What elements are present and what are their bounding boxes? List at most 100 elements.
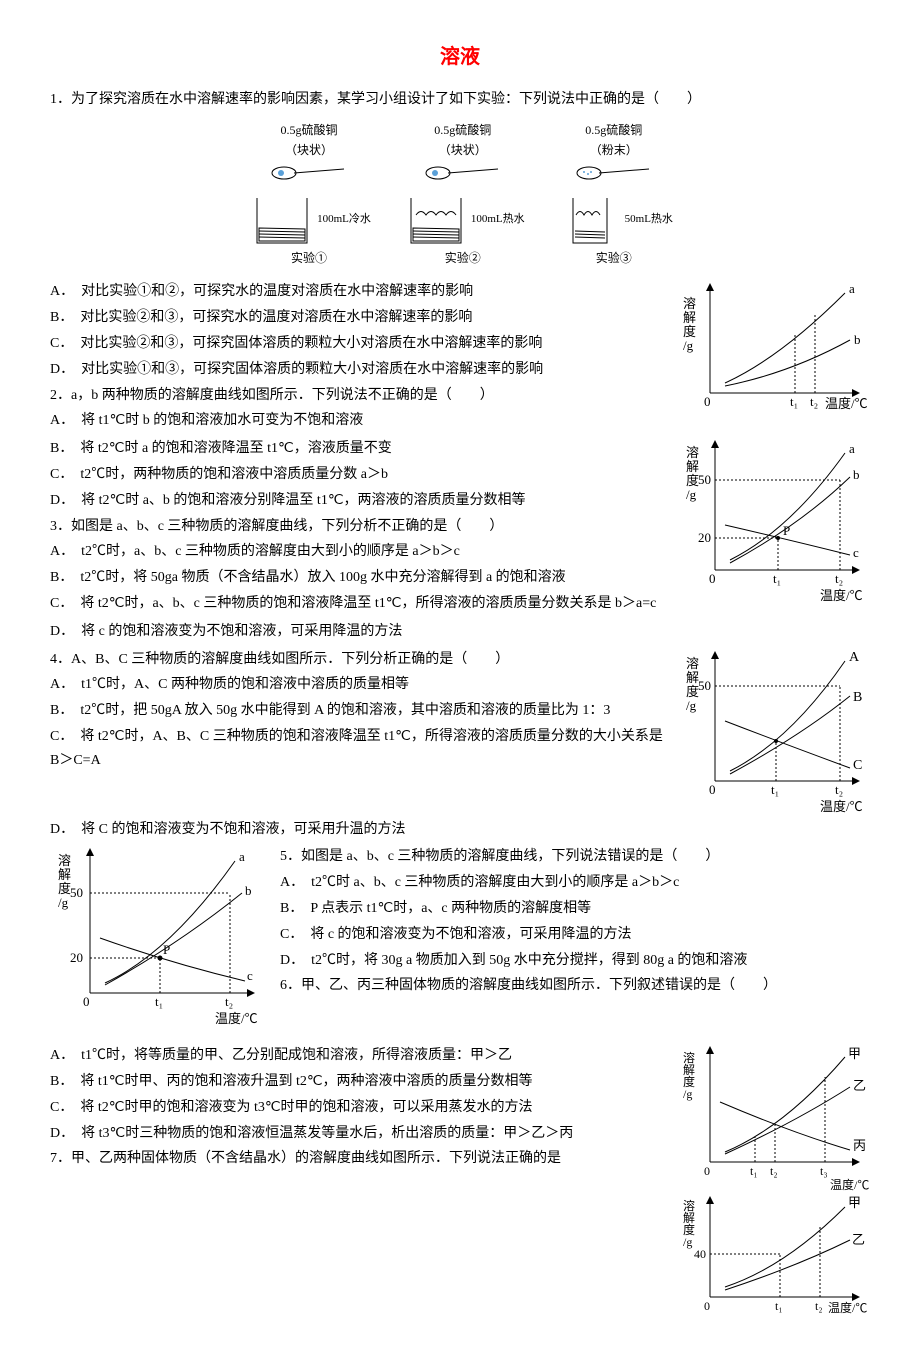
- svg-text:溶解度/g: 溶解度/g: [683, 1198, 695, 1249]
- q3-stem: 3．如图是 a、b、c 三种物质的溶解度曲线，下列分析不正确的是（ ）: [50, 515, 672, 539]
- exp2-water: 100mL热水: [471, 210, 525, 229]
- svg-text:溶解度/g: 溶解度/g: [683, 296, 696, 353]
- q2-C: C． t2℃时，两种物质的饱和溶液中溶质质量分数 a＞b: [50, 463, 672, 487]
- q1-C: C． 对比实验②和③，可探究固体溶质的颗粒大小对溶质在水中溶解速率的影响: [50, 332, 672, 356]
- svg-text:P: P: [783, 523, 790, 538]
- q4-B: B． t2℃时，把 50gA 放入 50g 水中能得到 A 的饱和溶液，其中溶质…: [50, 699, 672, 723]
- q6-D: D． 将 t3℃时三种物质的饱和溶液恒温蒸发等量水后，析出溶质的质量：甲＞乙＞丙: [50, 1122, 672, 1146]
- page-title: 溶液: [50, 40, 870, 74]
- svg-text:50: 50: [698, 472, 711, 487]
- svg-text:c: c: [853, 545, 859, 560]
- svg-text:20: 20: [698, 530, 711, 545]
- q3-A: A． t2℃时，a、b、c 三种物质的溶解度由大到小的顺序是 a＞b＞c: [50, 540, 672, 564]
- exp1-water: 100mL冷水: [317, 210, 371, 229]
- q5-D: D． t2℃时，将 30g a 物质加入到 50g 水中充分搅拌，得到 80g …: [280, 949, 870, 973]
- beaker-icon: [247, 193, 317, 248]
- q2-A: A． 将 t1℃时 b 的饱和溶液加水可变为不饱和溶液: [50, 409, 672, 433]
- svg-text:0: 0: [709, 782, 716, 797]
- svg-text:0: 0: [709, 571, 716, 586]
- svg-text:a: a: [849, 281, 855, 296]
- svg-text:温度/℃: 温度/℃: [820, 588, 863, 603]
- q5-figure: 溶解度/g 50 20 a b c P 0 t₁ t₂ 温度/℃: [50, 843, 270, 1042]
- q6-C: C． 将 t2℃时甲的饱和溶液变为 t3℃时甲的饱和溶液，可以采用蒸发水的方法: [50, 1096, 672, 1120]
- svg-text:t₂: t₂: [835, 571, 843, 586]
- svg-text:溶解度/g: 溶解度/g: [683, 1050, 695, 1101]
- q3-C: C． 将 t2℃时，a、b、c 三种物质的饱和溶液降温至 t1℃，所得溶液的溶质…: [50, 592, 672, 616]
- q4-figure: 溶解度/g 50 A B C 0 t₁ t₂ 温度/℃: [680, 646, 870, 816]
- svg-text:温度/℃: 温度/℃: [215, 1011, 258, 1026]
- svg-text:50: 50: [698, 678, 711, 693]
- exp3-material: 0.5g硫酸铜: [555, 120, 673, 140]
- svg-text:B: B: [853, 690, 862, 705]
- svg-text:A: A: [849, 650, 860, 665]
- q6-stem: 6．甲、乙、丙三种固体物质的溶解度曲线如图所示．下列叙述错误的是（ ）: [280, 974, 870, 998]
- spoon-icon: [423, 161, 503, 185]
- svg-text:t₁: t₁: [750, 1164, 758, 1178]
- q5-B: B． P 点表示 t1℃时，a、c 两种物质的溶解度相等: [280, 897, 870, 921]
- q6-A: A． t1℃时，将等质量的甲、乙分别配成饱和溶液，所得溶液质量：甲＞乙: [50, 1044, 672, 1068]
- svg-text:t₂: t₂: [835, 782, 843, 797]
- svg-text:溶解度/g: 溶解度/g: [58, 853, 71, 910]
- q3-figure: 溶解度/g 50 20 a b c P 0 t₁ t₂ 温度/℃: [680, 435, 870, 610]
- svg-text:温度/℃: 温度/℃: [825, 396, 868, 411]
- exp2-material: 0.5g硫酸铜: [401, 120, 525, 140]
- svg-text:t₂: t₂: [810, 394, 818, 409]
- svg-text:P: P: [163, 942, 170, 957]
- q4-A: A． t1℃时，A、C 两种物质的饱和溶液中溶质的质量相等: [50, 673, 672, 697]
- q7-figure: 溶解度/g 40 甲 乙 0 t₁ t₂ 温度/℃: [680, 1192, 870, 1322]
- q2-B: B． 将 t2℃时 a 的饱和溶液降温至 t1℃，溶液质量不变: [50, 437, 672, 461]
- svg-text:0: 0: [83, 994, 90, 1009]
- q5-A: A． t2℃时 a、b、c 三种物质的溶解度由大到小的顺序是 a＞b＞c: [280, 871, 870, 895]
- svg-text:40: 40: [694, 1247, 706, 1261]
- exp3-label: 实验③: [555, 248, 673, 268]
- q1-D: D． 对比实验①和③，可探究固体溶质的颗粒大小对溶质在水中溶解速率的影响: [50, 358, 672, 382]
- q3-D: D． 将 c 的饱和溶液变为不饱和溶液，可采用降温的方法: [50, 620, 870, 644]
- svg-text:a: a: [239, 849, 245, 864]
- exp1: 0.5g硫酸铜 （块状） 100mL冷水 实验①: [247, 120, 371, 269]
- q1-experiment-diagram: 0.5g硫酸铜 （块状） 100mL冷水 实验① 0.5g硫酸铜 （块状）: [50, 120, 870, 269]
- svg-text:b: b: [245, 883, 252, 898]
- q1-B: B． 对比实验②和③，可探究水的温度对溶质在水中溶解速率的影响: [50, 306, 672, 330]
- exp3: 0.5g硫酸铜 （粉末） 50mL热水 实验③: [555, 120, 673, 269]
- svg-text:t₁: t₁: [771, 782, 779, 797]
- q5-stem: 5．如图是 a、b、c 三种物质的溶解度曲线，下列说法错误的是（ ）: [280, 845, 870, 869]
- q2-D: D． 将 t2℃时 a、b 的饱和溶液分别降温至 t1℃，两溶液的溶质质量分数相…: [50, 489, 672, 513]
- svg-text:t₂: t₂: [770, 1164, 778, 1178]
- svg-text:20: 20: [70, 950, 83, 965]
- q2-stem: 2．a，b 两种物质的溶解度曲线如图所示．下列说法不正确的是（ ）: [50, 384, 672, 408]
- svg-text:0: 0: [704, 394, 711, 409]
- svg-text:温度/℃: 温度/℃: [828, 1300, 867, 1315]
- svg-text:t₃: t₃: [820, 1164, 828, 1178]
- exp3-form: （粉末）: [555, 140, 673, 160]
- svg-text:0: 0: [704, 1299, 710, 1313]
- exp2: 0.5g硫酸铜 （块状） 100mL热水 实验②: [401, 120, 525, 269]
- svg-text:a: a: [849, 441, 855, 456]
- spoon-icon: [269, 161, 349, 185]
- svg-text:b: b: [853, 467, 860, 482]
- svg-text:b: b: [854, 332, 861, 347]
- svg-text:温度/℃: 温度/℃: [830, 1177, 869, 1192]
- q4-C: C． 将 t2℃时，A、B、C 三种物质的饱和溶液降温至 t1℃，所得溶液的溶质…: [50, 725, 672, 773]
- exp3-water: 50mL热水: [625, 210, 673, 229]
- svg-text:C: C: [853, 758, 862, 773]
- svg-text:c: c: [247, 968, 253, 983]
- svg-text:乙: 乙: [852, 1232, 865, 1247]
- svg-text:t₁: t₁: [773, 571, 781, 586]
- exp2-label: 实验②: [401, 248, 525, 268]
- q3-B: B． t2℃时，将 50ga 物质（不含结晶水）放入 100g 水中充分溶解得到…: [50, 566, 672, 590]
- q1-stem: 1．为了探究溶质在水中溶解速率的影响因素，某学习小组设计了如下实验：下列说法中正…: [50, 88, 870, 112]
- exp1-material: 0.5g硫酸铜: [247, 120, 371, 140]
- beaker-icon: [401, 193, 471, 248]
- svg-text:t₁: t₁: [775, 1299, 783, 1313]
- svg-text:甲: 甲: [848, 1046, 861, 1061]
- svg-text:乙: 乙: [853, 1078, 866, 1093]
- svg-text:丙: 丙: [853, 1138, 866, 1153]
- svg-text:t₂: t₂: [815, 1299, 823, 1313]
- q2-figure: a b 溶解度/g 0 t₁ t₂ 温度/℃: [680, 278, 870, 418]
- q4-stem: 4．A、B、C 三种物质的溶解度曲线如图所示．下列分析正确的是（ ）: [50, 648, 672, 672]
- svg-text:t₁: t₁: [155, 994, 163, 1009]
- q4-D: D． 将 C 的饱和溶液变为不饱和溶液，可采用升温的方法: [50, 818, 870, 842]
- q5-C: C． 将 c 的饱和溶液变为不饱和溶液，可采用降温的方法: [280, 923, 870, 947]
- svg-text:t₂: t₂: [225, 994, 233, 1009]
- exp1-form: （块状）: [247, 140, 371, 160]
